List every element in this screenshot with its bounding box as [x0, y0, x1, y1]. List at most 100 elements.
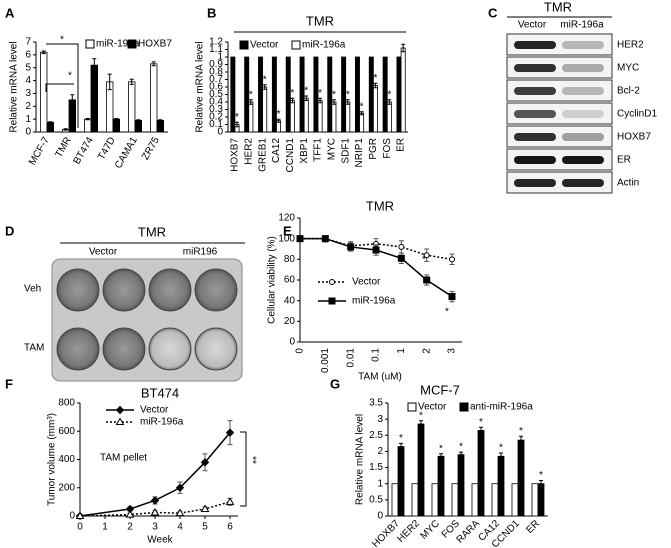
chart-title: TMR	[306, 13, 334, 28]
error-bar	[399, 442, 403, 451]
bar	[397, 446, 405, 517]
bar	[134, 120, 142, 133]
y-tick-label: 2.5	[369, 430, 383, 441]
y-tick-label: 1	[217, 52, 223, 63]
x-tick-label: 4	[177, 522, 183, 533]
significance-marker: *	[387, 89, 391, 100]
bracket	[240, 431, 247, 507]
x-tick-label: 2	[421, 348, 432, 354]
y-tick-label: 800	[58, 398, 75, 409]
bar	[127, 81, 136, 133]
bar	[396, 56, 402, 133]
bar	[46, 121, 54, 133]
x-tick-label: T47D	[96, 135, 118, 162]
error-bar	[107, 73, 112, 91]
bar	[112, 118, 120, 133]
x-tick-label: 0.1	[371, 348, 382, 362]
y-tick-label: 60	[284, 275, 296, 286]
bar	[386, 101, 392, 133]
bar	[40, 51, 48, 133]
significance-marker: *	[277, 109, 281, 120]
bar	[537, 483, 545, 517]
bracket	[45, 43, 79, 128]
blot-frame	[506, 102, 613, 125]
bar	[156, 120, 164, 133]
chart-title: MCF-7	[420, 382, 460, 397]
bar	[285, 56, 291, 133]
x-tick-label: 1	[102, 522, 108, 533]
blot-title: TMR	[544, 0, 572, 14]
error-bar	[387, 99, 392, 105]
x-tick-label: HOXB7	[370, 518, 402, 548]
blot-frame	[506, 171, 613, 194]
significance-marker: *	[439, 443, 443, 454]
y-tick-label: 7	[25, 37, 31, 48]
x-tick-label: 5	[202, 522, 208, 533]
blot-band	[514, 156, 556, 164]
bar	[327, 56, 333, 133]
plate-frame	[51, 258, 243, 382]
annotation: *	[422, 255, 426, 266]
panel-label: D	[5, 223, 14, 238]
y-tick-label: 200	[58, 482, 75, 493]
y-axis-title: Tumor volume (mm³)	[47, 413, 58, 506]
error-bar	[92, 58, 97, 73]
x-tick-label: 0.001	[320, 348, 331, 373]
bar	[244, 56, 250, 133]
error-bar	[359, 111, 364, 116]
y-axis-title: Relative mRNA level	[195, 41, 206, 132]
significance-marker: *	[263, 74, 267, 85]
significance-marker: *	[419, 410, 423, 421]
plate-well	[148, 327, 192, 371]
y-tick-label: 0	[25, 127, 31, 138]
bar	[317, 100, 323, 133]
blot-frame	[506, 125, 613, 148]
y-tick-label: 40	[284, 295, 296, 306]
x-tick-label: 3	[152, 522, 158, 533]
error-bar	[41, 50, 46, 55]
x-tick-label: MYC	[326, 138, 337, 160]
bar	[149, 63, 158, 133]
y-tick-label: 0.3	[209, 104, 223, 115]
x-tick-label: HER2	[243, 138, 254, 165]
significance-marker: *	[539, 470, 543, 481]
annotation: *	[68, 71, 72, 82]
bar	[437, 455, 445, 517]
point	[200, 504, 210, 512]
bar	[431, 483, 439, 517]
bar	[531, 483, 539, 517]
significance-marker: *	[290, 88, 294, 99]
error-bar	[70, 94, 75, 106]
bar	[471, 483, 479, 517]
point	[115, 417, 125, 425]
legend-label: Vector	[352, 277, 381, 288]
blot-row: ER	[617, 155, 631, 166]
bar	[341, 56, 347, 133]
point	[423, 276, 431, 284]
panel-label: F	[5, 376, 13, 391]
x-tick-label: BT474	[72, 135, 96, 166]
bar	[391, 483, 399, 517]
bar	[84, 118, 92, 133]
y-tick-label: 400	[58, 454, 75, 465]
panel-label: C	[488, 5, 498, 20]
error-bar	[373, 82, 378, 89]
bar	[451, 483, 459, 517]
error-bar	[114, 118, 119, 121]
y-tick-label: 1.1	[209, 44, 223, 55]
bar	[372, 85, 378, 133]
x-tick-label: 2	[127, 522, 133, 533]
x-tick-label: MYC	[418, 518, 442, 542]
legend-label: miR-196a	[96, 39, 140, 50]
y-tick-label: 80	[284, 254, 296, 265]
point	[75, 511, 85, 519]
blot-row: Bcl-2	[617, 86, 640, 97]
y-tick-label: 0.2	[209, 112, 223, 123]
annotation: TAM pellet	[100, 453, 147, 464]
significance-marker: *	[374, 73, 378, 84]
bar	[271, 56, 277, 133]
legend-label: miR-196a	[302, 40, 346, 51]
point	[125, 510, 135, 518]
error-bar	[48, 121, 53, 124]
significance-marker: *	[459, 442, 463, 453]
